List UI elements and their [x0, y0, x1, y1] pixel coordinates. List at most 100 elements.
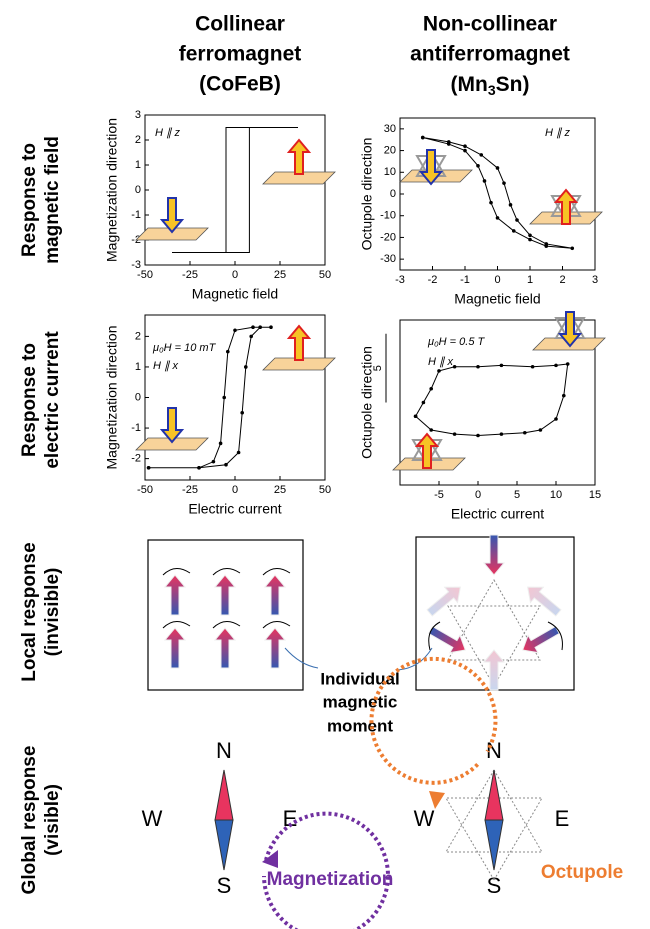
x-tick-label: -3 [395, 274, 405, 286]
x-tick-label: 50 [319, 484, 331, 496]
x-tick-label: 3 [592, 274, 598, 286]
moment-arrow [286, 324, 312, 361]
x-tick-label: 0 [232, 269, 238, 281]
substrate [135, 227, 209, 241]
y-tick-label: -3 [131, 259, 141, 271]
data-point [197, 465, 201, 470]
data-point [562, 393, 566, 398]
data-point [211, 459, 216, 464]
y-tick-label: -10 [380, 210, 396, 222]
moment [527, 586, 562, 617]
moment [482, 534, 506, 576]
annotation: H ∥ x [153, 360, 179, 372]
scale-bar-label: 5 [372, 365, 384, 371]
annotation: H ∥ x [428, 356, 454, 368]
moment-label: magnetic [323, 692, 398, 711]
moment-arrow [159, 197, 185, 234]
substrate [262, 171, 336, 185]
y-tick-label: 10 [384, 166, 396, 178]
compass-w: W [414, 806, 435, 831]
data-point [222, 395, 226, 400]
x-tick-label: -5 [434, 489, 444, 501]
col-header: Collinear [195, 13, 285, 36]
row-label: Response to [19, 143, 40, 257]
compass-e: E [283, 806, 298, 831]
y-axis-label: Octupole direction [359, 346, 375, 459]
data-point [530, 364, 535, 369]
data-point [251, 325, 255, 330]
data-point [421, 400, 426, 405]
y-tick-label: 1 [135, 361, 141, 373]
y-axis-label: Octupole direction [359, 138, 375, 251]
data-point [482, 179, 487, 183]
pointer [397, 647, 433, 671]
loop-line [172, 127, 298, 253]
y-tick-label: 1 [135, 159, 141, 171]
data-point [476, 163, 480, 168]
y-tick-label: 3 [135, 109, 141, 121]
arrow-head [429, 791, 445, 809]
data-point [236, 450, 241, 455]
moment [426, 586, 461, 617]
needle-s [484, 819, 504, 871]
substrate [262, 357, 336, 371]
row-label: Response to [19, 343, 40, 457]
moment [427, 625, 466, 654]
x-tick-label: 25 [274, 484, 286, 496]
x-axis-label: Magnetic field [192, 286, 278, 302]
x-tick-label: 25 [274, 269, 286, 281]
data-point [476, 433, 480, 438]
x-tick-label: -50 [137, 484, 153, 496]
needle-s [214, 819, 234, 871]
x-tick-label: -2 [428, 274, 438, 286]
x-axis-label: Electric current [451, 506, 544, 522]
data-point [258, 325, 263, 330]
data-point [146, 465, 151, 470]
data-point [515, 218, 519, 222]
data-point [544, 244, 549, 248]
x-tick-label: -25 [182, 269, 198, 281]
annotation: μ₀H = 10 mT [152, 342, 217, 354]
y-tick-label: -1 [131, 209, 141, 221]
data-point [479, 153, 484, 157]
formula-sub: 3 [488, 82, 496, 98]
compass-w: W [142, 806, 163, 831]
local-box [147, 539, 304, 691]
arrow-head [262, 850, 278, 868]
col-header: Non-collinear [423, 13, 557, 36]
data-point [452, 364, 457, 369]
rotation-arc [547, 621, 563, 651]
y-tick-label: 0 [135, 184, 141, 196]
moment-label: moment [327, 716, 393, 735]
row-label: Global response [19, 746, 40, 895]
moment [163, 627, 187, 669]
needle-n [484, 769, 504, 821]
data-point [538, 428, 543, 432]
plot-frame [399, 319, 596, 486]
y-tick-label: 0 [135, 391, 141, 403]
x-axis-label: Electric current [188, 501, 281, 517]
data-point [499, 432, 504, 436]
moment-arrow [557, 311, 583, 348]
moment [482, 649, 506, 691]
formula: Sn) [496, 73, 530, 96]
y-tick-label: -1 [131, 422, 141, 434]
rotation-arc [162, 621, 191, 629]
x-tick-label: 0 [475, 489, 481, 501]
col-header: (CoFeB) [199, 73, 281, 96]
moment-arrow [159, 407, 185, 444]
y-tick-label: 0 [390, 188, 396, 200]
row-label: (visible) [42, 784, 63, 856]
x-tick-label: 1 [527, 274, 533, 286]
substrate [135, 437, 209, 451]
data-point [495, 166, 500, 170]
data-point [218, 441, 223, 446]
data-point [523, 430, 527, 435]
y-tick-label: 30 [384, 123, 396, 135]
formula: (Mn [451, 73, 488, 96]
col-header: antiferromagnet [410, 43, 570, 66]
data-point [452, 432, 457, 436]
data-point [437, 369, 441, 373]
x-tick-label: 0 [232, 484, 238, 496]
